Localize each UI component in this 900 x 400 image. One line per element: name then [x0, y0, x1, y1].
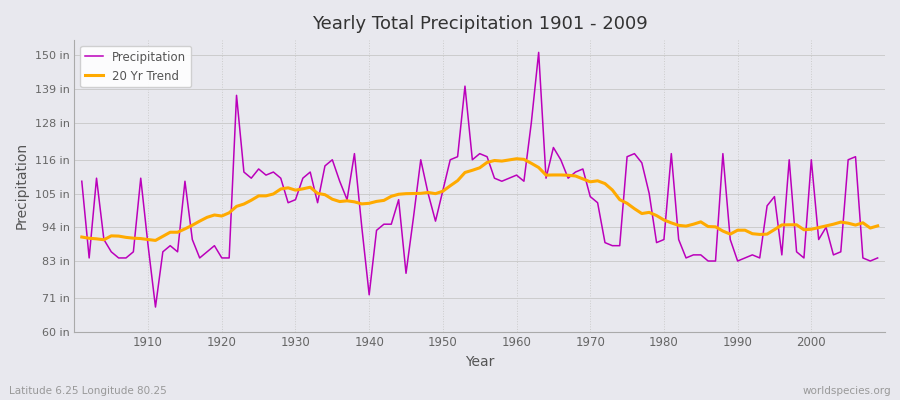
20 Yr Trend: [150, 238, 161, 243]
Precipitation: [150, 305, 161, 310]
Precipitation: [534, 50, 544, 55]
Precipitation: [349, 151, 360, 156]
Precipitation: [615, 243, 626, 248]
20 Yr Trend: [526, 161, 536, 166]
Legend: Precipitation, 20 Yr Trend: Precipitation, 20 Yr Trend: [80, 46, 191, 87]
Precipitation: [305, 170, 316, 174]
Precipitation: [135, 176, 146, 180]
X-axis label: Year: Year: [465, 355, 494, 369]
Line: 20 Yr Trend: 20 Yr Trend: [82, 159, 878, 240]
Precipitation: [511, 173, 522, 178]
Text: worldspecies.org: worldspecies.org: [803, 386, 891, 396]
Precipitation: [872, 256, 883, 260]
Line: Precipitation: Precipitation: [82, 52, 878, 307]
20 Yr Trend: [518, 157, 529, 162]
20 Yr Trend: [872, 224, 883, 228]
20 Yr Trend: [135, 236, 146, 241]
Y-axis label: Precipitation: Precipitation: [15, 142, 29, 230]
20 Yr Trend: [615, 197, 626, 202]
20 Yr Trend: [305, 185, 316, 190]
Title: Yearly Total Precipitation 1901 - 2009: Yearly Total Precipitation 1901 - 2009: [311, 15, 648, 33]
Precipitation: [76, 179, 87, 184]
20 Yr Trend: [76, 235, 87, 240]
20 Yr Trend: [511, 156, 522, 161]
20 Yr Trend: [349, 200, 360, 204]
Text: Latitude 6.25 Longitude 80.25: Latitude 6.25 Longitude 80.25: [9, 386, 166, 396]
Precipitation: [518, 179, 529, 184]
